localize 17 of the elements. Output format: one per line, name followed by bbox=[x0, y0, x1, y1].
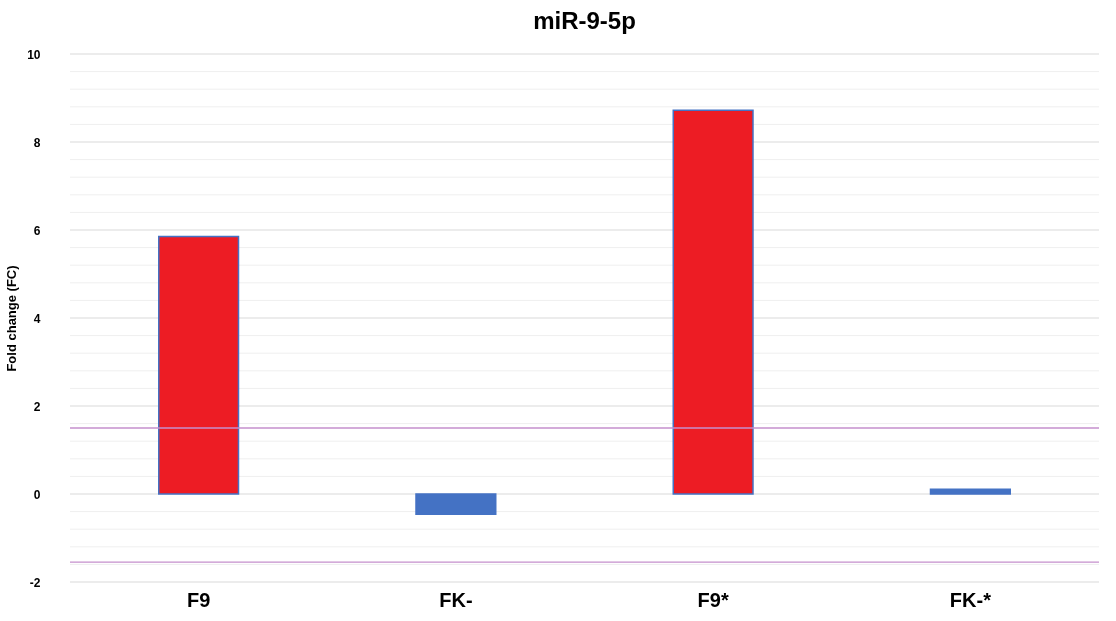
bar bbox=[415, 493, 497, 515]
x-tick-label: FK-* bbox=[949, 588, 992, 611]
x-tick-label: FK- bbox=[439, 588, 473, 611]
y-tick-label: 2 bbox=[33, 399, 41, 414]
bar bbox=[929, 488, 1011, 495]
y-tick-label: 4 bbox=[33, 311, 41, 326]
bar bbox=[672, 109, 754, 495]
x-tick-label: F9* bbox=[697, 588, 729, 611]
bar bbox=[158, 235, 240, 495]
x-tick-label: F9 bbox=[186, 588, 211, 611]
y-tick-label: 8 bbox=[33, 135, 41, 150]
y-tick-label: -2 bbox=[29, 575, 41, 590]
y-tick-label: 6 bbox=[33, 223, 41, 238]
y-axis-title: Fold change (FC) bbox=[4, 265, 20, 372]
y-tick-label: 10 bbox=[27, 47, 41, 62]
y-tick-label: 0 bbox=[33, 487, 41, 502]
chart-title: miR-9-5p bbox=[533, 7, 636, 34]
